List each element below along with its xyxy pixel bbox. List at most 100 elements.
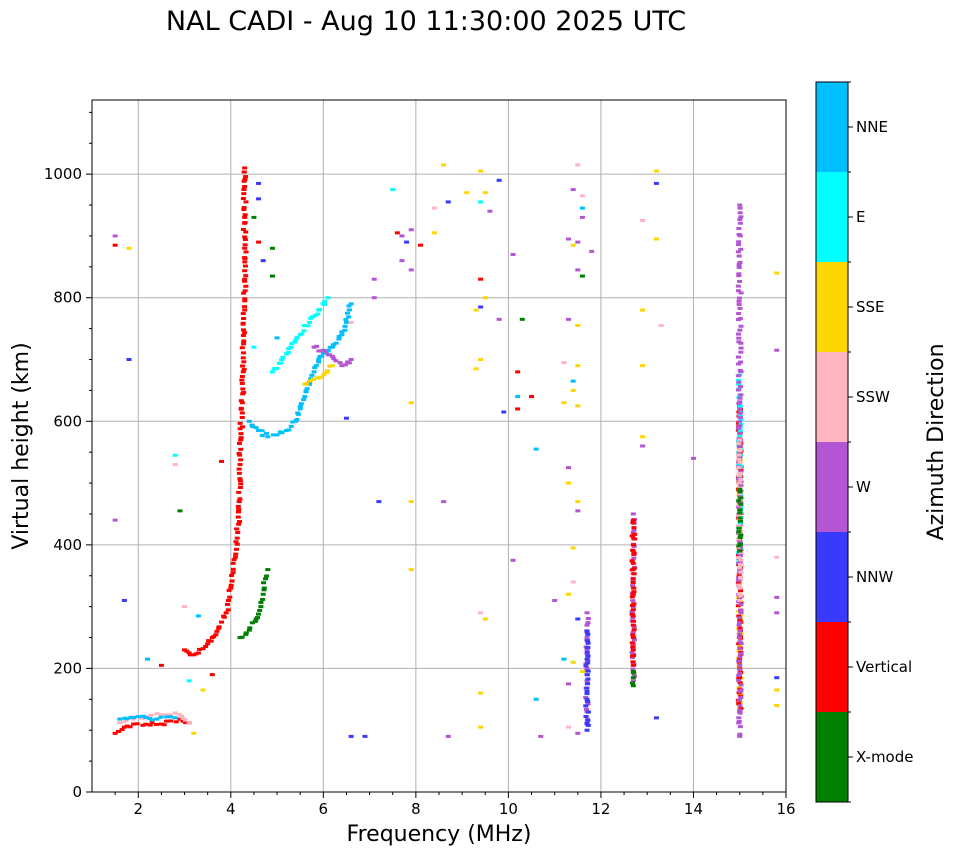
echo-point [344,311,350,315]
echo-point [346,361,352,365]
echo-point [737,471,743,475]
echo-point [737,404,743,408]
echo-point [737,663,743,667]
echo-point [737,640,743,644]
echo-point [216,625,222,629]
echo-point [321,373,327,377]
echo-point [583,704,589,708]
echo-point [630,577,636,581]
echo-point [186,721,192,725]
echo-point [297,407,303,411]
echo-point [630,623,636,627]
echo-point [233,547,239,551]
echo-point [307,379,313,383]
echo-point [482,617,488,621]
echo-point [224,602,230,606]
echo-point [242,235,248,239]
echo-point [738,608,744,612]
echo-point [229,574,235,578]
echo-point [736,378,742,382]
echo-point [258,600,264,604]
echo-point [135,715,141,719]
echo-point [252,619,258,623]
echo-point [575,509,581,513]
echo-point [441,163,447,167]
colorbar-swatch [816,622,848,712]
echo-point [270,433,276,437]
echo-point [566,481,572,485]
echo-point [736,401,742,405]
echo-point [195,614,201,618]
echo-point [225,608,231,612]
echo-point [584,636,590,640]
colorbar-tick-label: NNE [856,118,888,136]
echo-point [774,348,780,352]
echo-point [737,704,743,708]
echo-point [736,635,742,639]
echo-point [570,546,576,550]
echo-point [271,367,277,371]
echo-point [187,653,193,657]
echo-point [584,728,590,732]
echo-point [243,200,249,204]
echo-point [585,700,591,704]
echo-point [431,206,437,210]
echo-point [473,308,479,312]
echo-point [260,592,266,596]
echo-point [736,226,742,230]
echo-point [123,718,129,722]
echo-point [640,435,646,439]
echo-point [241,367,247,371]
echo-point [225,598,231,602]
colorbar-swatch [816,442,848,532]
colorbar-tick-label: X-mode [856,748,913,766]
echo-point [735,388,741,392]
echo-point [243,175,249,179]
echo-point [238,447,244,451]
echo-point [653,716,659,720]
echo-point [177,509,183,513]
echo-point [186,651,192,655]
echo-point [242,269,248,273]
echo-point [180,717,186,721]
echo-point [737,514,743,518]
echo-point [241,206,247,210]
echo-point [736,453,742,457]
echo-point [242,256,248,260]
echo-point [584,648,590,652]
echo-point [631,638,637,642]
echo-point [738,418,744,422]
echo-point [336,334,342,338]
echo-point [632,537,638,541]
echo-point [736,441,742,445]
echo-point [774,676,780,680]
echo-point [737,434,743,438]
echo-point [124,717,130,721]
echo-point [239,415,245,419]
echo-point [241,390,247,394]
echo-point [206,639,212,643]
echo-point [737,490,743,494]
echo-point [283,429,289,433]
echo-point [735,250,741,254]
echo-point [240,356,246,360]
echo-point [311,370,317,374]
echo-point [585,677,591,681]
echo-point [306,320,312,324]
echo-point [630,561,636,565]
echo-point [346,315,352,319]
echo-point [339,330,345,334]
echo-point [736,274,742,278]
echo-point [258,605,264,609]
echo-point [261,588,267,592]
echo-point [583,715,589,719]
echo-point [336,337,342,341]
echo-point [736,318,742,322]
echo-point [242,215,248,219]
echo-point [255,612,261,616]
echo-point [408,401,414,405]
echo-point [630,660,636,664]
echo-point [585,639,591,643]
echo-point [583,695,589,699]
echo-point [117,717,123,721]
